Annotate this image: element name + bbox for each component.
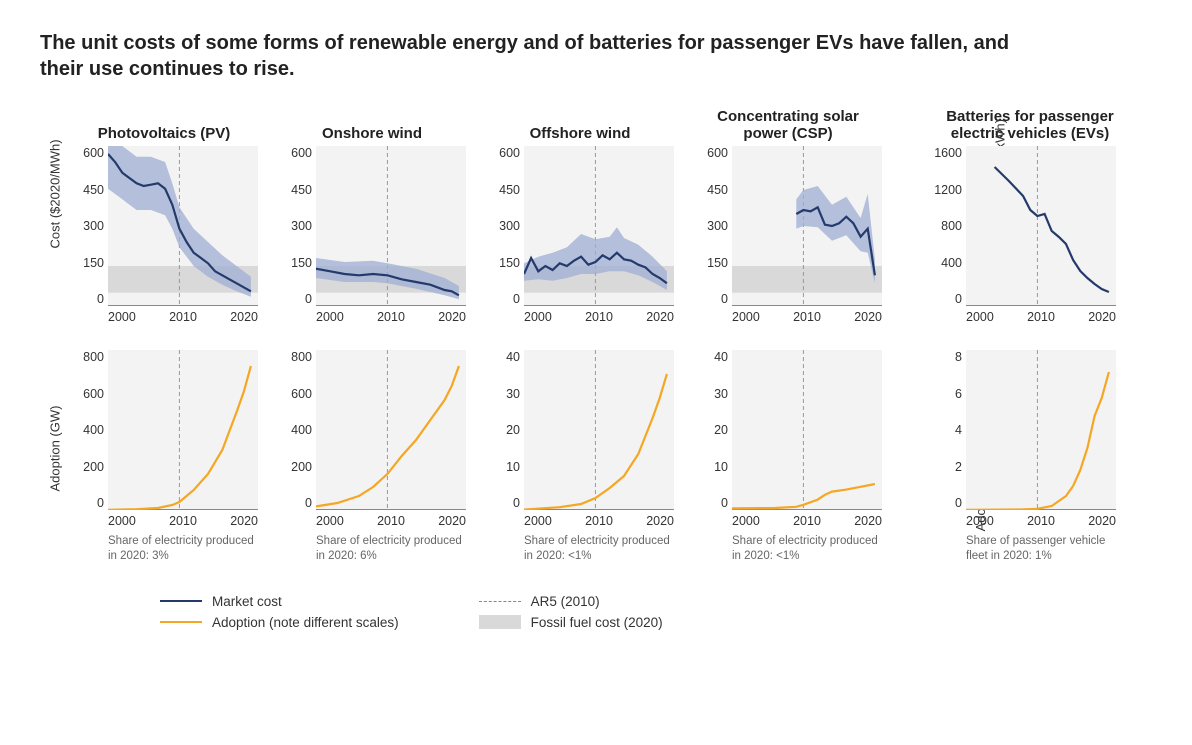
plot-area [316,350,466,510]
panel-title: Concentrating solar power (CSP) [694,102,882,142]
cost-ylabel: Cost ($2020/MWh) [48,218,63,248]
share-note: Share of electricity produced in 2020: 3… [108,534,258,564]
legend-market-label: Market cost [212,594,282,609]
panel-title: Photovoltaics (PV) [70,102,258,142]
legend: Market cost Adoption (note different sca… [160,594,1152,630]
y-ticks: 86420 [928,350,966,510]
legend-fossil: Fossil fuel cost (2020) [479,615,663,630]
y-ticks: 160012008004000 [928,146,966,306]
panel-pv: Photovoltaics (PV) 6004503001500200020102… [70,102,258,324]
legend-ar5-label: AR5 (2010) [531,594,600,609]
plot-area [108,146,258,306]
plot-area [966,146,1116,306]
share-note: Share of passenger vehicle fleet in 2020… [966,534,1116,564]
y-ticks: 403020100 [486,350,524,510]
panel-offshore-adopt: 403020100200020102020 Share of electricit… [486,350,674,564]
legend-fossil-label: Fossil fuel cost (2020) [531,615,663,630]
y-ticks: 6004503001500 [70,146,108,306]
figure-title: The unit costs of some forms of renewabl… [40,30,1040,82]
x-ticks: 200020102020 [966,510,1116,528]
adoption-row: Adoption (GW) 8006004002000200020102020S… [40,350,1152,564]
plot-area [732,146,882,306]
plot-area [732,350,882,510]
share-note: Share of electricity produced in 2020: <… [732,534,882,564]
x-ticks: 200020102020 [108,510,258,528]
panel-offshore: Offshore wind 6004503001500200020102020 [486,102,674,324]
x-ticks: 200020102020 [732,306,882,324]
panel-title: Offshore wind [486,102,674,142]
x-ticks: 200020102020 [316,306,466,324]
x-ticks: 200020102020 [524,306,674,324]
panel-title: Batteries for passenger electric vehicle… [928,102,1132,142]
share-note: Share of electricity produced in 2020: <… [524,534,674,564]
y-ticks: 6004503001500 [694,146,732,306]
panel-title: Onshore wind [278,102,466,142]
cost-row: Cost ($2020/MWh) Photovoltaics (PV) 60045… [40,102,1152,324]
y-ticks: 8006004002000 [70,350,108,510]
x-ticks: 200020102020 [966,306,1116,324]
x-ticks: 200020102020 [316,510,466,528]
y-ticks: 8006004002000 [278,350,316,510]
plot-area [524,350,674,510]
panel-onshore-adopt: 8006004002000200020102020 Share of electr… [278,350,466,564]
plot-area [316,146,466,306]
plot-area [966,350,1116,510]
y-ticks: 6004503001500 [486,146,524,306]
x-ticks: 200020102020 [108,306,258,324]
legend-adoption-label: Adoption (note different scales) [212,615,399,630]
panel-csp-adopt: 403020100200020102020 Share of electricit… [694,350,882,564]
share-note: Share of electricity produced in 2020: 6… [316,534,466,564]
x-ticks: 200020102020 [524,510,674,528]
adoption-ylabel: Adoption (GW) [48,462,63,492]
panel-onshore: Onshore wind 6004503001500200020102020 [278,102,466,324]
panel-pv-adopt: 8006004002000200020102020 Share of electr… [70,350,258,564]
panel-csp: Concentrating solar power (CSP) 600450300… [694,102,882,324]
legend-market-cost: Market cost [160,594,399,609]
x-ticks: 200020102020 [732,510,882,528]
legend-adoption: Adoption (note different scales) [160,615,399,630]
legend-ar5: AR5 (2010) [479,594,663,609]
panel-ev: Adoption (millions of EVs)86420200020102… [928,350,1116,564]
plot-area [524,146,674,306]
y-ticks: 6004503001500 [278,146,316,306]
chart-grid: Cost ($2020/MWh) Photovoltaics (PV) 60045… [40,102,1152,564]
plot-area [108,350,258,510]
y-ticks: 403020100 [694,350,732,510]
panel-battery: Batteries for passenger electric vehicle… [928,102,1132,324]
